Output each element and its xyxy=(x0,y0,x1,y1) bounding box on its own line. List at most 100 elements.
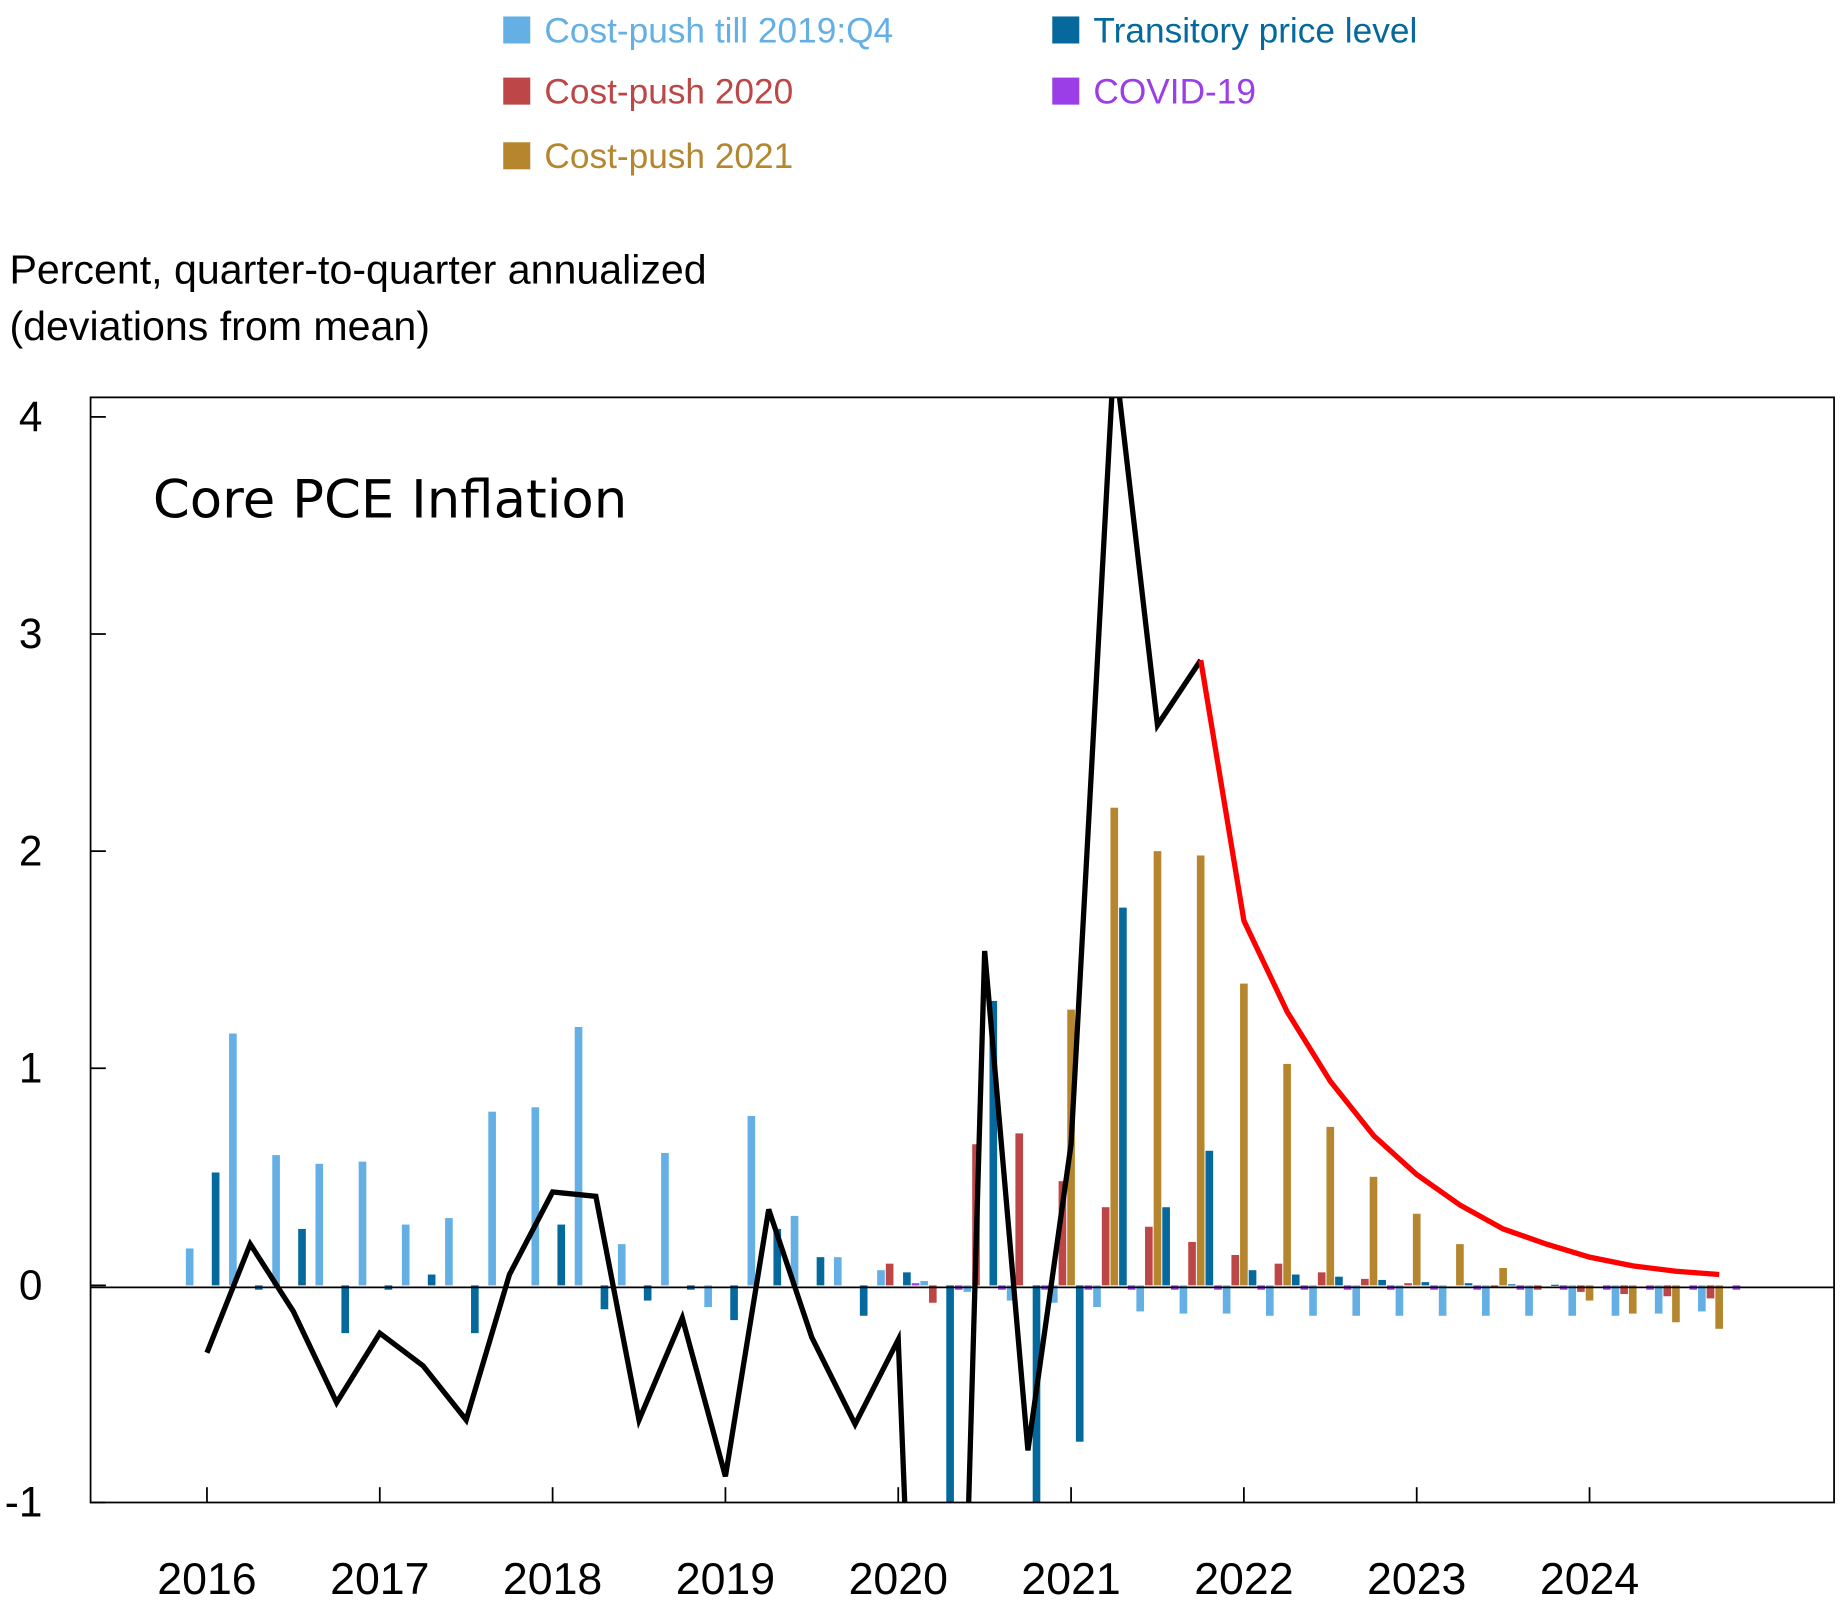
bar-cost-push-till-2019-q4-2018-q2 xyxy=(574,1027,583,1286)
bar-transitory-price-level-2023-q4 xyxy=(1551,1284,1559,1286)
y-tick-label: 4 xyxy=(19,393,43,440)
x-tick-label: 2019 xyxy=(676,1555,775,1604)
bar-cost-push-2020-2023-q1 xyxy=(1404,1283,1412,1286)
bar-cost-push-till-2019-q4-2019-q3 xyxy=(790,1215,799,1286)
legend-item: Transitory price level xyxy=(1052,11,1417,50)
bar-cost-push-2020-2024-q1 xyxy=(1577,1285,1585,1292)
bar-cost-push-till-2019-q4-2019-q4 xyxy=(833,1257,842,1286)
legend-item: Cost-push till 2019:Q4 xyxy=(503,11,893,50)
legend-label: Cost-push 2020 xyxy=(544,72,793,111)
bar-cost-push-till-2019-q4-2024-q4 xyxy=(1698,1285,1706,1312)
bar-cost-push-till-2019-q4-2018-q4 xyxy=(661,1152,669,1286)
bar-cost-push-till-2019-q4-2021-q1 xyxy=(1049,1285,1058,1303)
bar-cost-push-2021-2024-q1 xyxy=(1585,1285,1594,1301)
bar-cost-push-2020-2020-q4 xyxy=(1015,1133,1024,1286)
bar-cost-push-2020-2024-q2 xyxy=(1620,1285,1628,1295)
bar-transitory-price-level-2021-q1 xyxy=(1075,1285,1084,1442)
bar-cost-push-2021-2024-q2 xyxy=(1628,1285,1637,1314)
bar-transitory-price-level-2017-q3 xyxy=(471,1285,479,1334)
bar-cost-push-till-2019-q4-2021-q2 xyxy=(1093,1285,1101,1308)
bar-transitory-price-level-2022-q4 xyxy=(1378,1279,1386,1286)
axes: -1 0 1 2 3 4 2016 2017 2018 2019 2020 2021 2022 2023 2… xyxy=(5,393,1639,1604)
bar-transitory-price-level-2022-q2 xyxy=(1291,1274,1300,1286)
bar-cost-push-till-2019-q4-2018-q1 xyxy=(531,1107,540,1286)
y-tick-label: 2 xyxy=(19,827,43,874)
x-tick-label: 2018 xyxy=(503,1555,602,1604)
y-tick-label: 1 xyxy=(19,1044,43,1091)
bar-cost-push-2021-2021-q4 xyxy=(1196,855,1205,1286)
bar-cost-push-2021-2023-q2 xyxy=(1456,1244,1464,1286)
bar-transitory-price-level-2022-q3 xyxy=(1335,1276,1343,1286)
bar-transitory-price-level-2020-q3 xyxy=(989,1000,998,1286)
bar-cost-push-till-2019-q4-2020-q3 xyxy=(963,1285,972,1292)
bar-cost-push-till-2019-q4-2019-q1 xyxy=(704,1285,712,1308)
bar-cost-push-till-2019-q4-2022-q2 xyxy=(1265,1285,1274,1316)
bar-cost-push-till-2019-q4-2022-q1 xyxy=(1222,1285,1231,1314)
bar-cost-push-till-2019-q4-2019-q2 xyxy=(747,1116,756,1286)
bar-cost-push-till-2019-q4-2022-q4 xyxy=(1352,1285,1361,1316)
bar-cost-push-till-2019-q4-2023-q3 xyxy=(1482,1285,1490,1316)
bar-cost-push-till-2019-q4-2016-q4 xyxy=(315,1163,324,1286)
y-axis-label-line-2: (deviations from mean) xyxy=(9,303,430,349)
bar-transitory-price-level-2021-q4 xyxy=(1205,1150,1214,1286)
bar-cost-push-2020-2022-q4 xyxy=(1361,1278,1369,1286)
legend: Cost-push till 2019:Q4 Cost-push 2020 Cost… xyxy=(503,11,1417,176)
bar-cost-push-till-2019-q4-2016-q2 xyxy=(229,1033,237,1286)
bar-cost-push-till-2019-q4-2016-q1 xyxy=(185,1248,194,1286)
bar-transitory-price-level-2021-q3 xyxy=(1162,1207,1170,1286)
y-tick-label: 0 xyxy=(19,1261,43,1308)
bar-cost-push-till-2019-q4-2020-q2 xyxy=(920,1281,928,1286)
bar-cost-push-2021-2023-q1 xyxy=(1412,1213,1421,1286)
bar-cost-push-2021-2024-q4 xyxy=(1715,1285,1723,1329)
bar-cost-push-2021-2022-q1 xyxy=(1240,983,1248,1286)
bar-transitory-price-level-2023-q3 xyxy=(1507,1284,1516,1286)
x-tick-label: 2016 xyxy=(157,1555,256,1604)
bar-cost-push-till-2019-q4-2017-q1 xyxy=(358,1161,367,1286)
bar-transitory-price-level-2023-q1 xyxy=(1421,1282,1430,1286)
legend-label: COVID-19 xyxy=(1093,72,1256,111)
bar-transitory-price-level-2016-q1 xyxy=(211,1172,220,1286)
bar-transitory-price-level-2017-q2 xyxy=(427,1274,436,1286)
bar-cost-push-2020-2021-q3 xyxy=(1145,1226,1153,1286)
x-tick-label: 2020 xyxy=(849,1555,948,1604)
bar-cost-push-2020-2024-q3 xyxy=(1663,1285,1672,1297)
bar-cost-push-till-2019-q4-2024-q3 xyxy=(1654,1285,1663,1314)
legend-swatch xyxy=(503,77,531,105)
bar-cost-push-2021-2023-q3 xyxy=(1499,1268,1507,1286)
bar-transitory-price-level-2020-q1 xyxy=(903,1272,911,1286)
bar-covid-19-2020-q1 xyxy=(911,1283,920,1286)
bar-transitory-price-level-2020-q2 xyxy=(946,1285,954,1503)
bar-cost-push-till-2019-q4-2024-q1 xyxy=(1568,1285,1577,1316)
bar-cost-push-2020-2020-q2 xyxy=(928,1285,937,1303)
legend-item: Cost-push 2021 xyxy=(503,137,793,176)
y-tick-label: 3 xyxy=(19,610,43,657)
bar-transitory-price-level-2021-q2 xyxy=(1119,907,1127,1286)
legend-swatch xyxy=(503,142,531,170)
bar-transitory-price-level-2019-q3 xyxy=(816,1257,825,1286)
bar-cost-push-2020-2022-q2 xyxy=(1274,1263,1283,1286)
legend-swatch xyxy=(503,16,531,44)
bar-transitory-price-level-2018-q3 xyxy=(643,1285,652,1301)
bar-transitory-price-level-2018-q2 xyxy=(600,1285,609,1310)
bar-cost-push-till-2019-q4-2023-q1 xyxy=(1395,1285,1404,1316)
bar-cost-push-2020-2022-q1 xyxy=(1231,1254,1240,1286)
bar-cost-push-2020-2024-q4 xyxy=(1706,1285,1715,1299)
bar-cost-push-till-2019-q4-2022-q3 xyxy=(1309,1285,1317,1316)
bar-cost-push-2020-2021-q1 xyxy=(1058,1181,1067,1286)
x-tick-label: 2022 xyxy=(1194,1555,1293,1604)
y-tick-label: -1 xyxy=(5,1479,43,1526)
bar-cost-push-till-2019-q4-2023-q2 xyxy=(1438,1285,1447,1316)
bar-transitory-price-level-2016-q3 xyxy=(298,1228,306,1286)
bar-cost-push-till-2019-q4-2017-q2 xyxy=(401,1224,410,1286)
bar-transitory-price-level-2019-q1 xyxy=(730,1285,738,1321)
bar-cost-push-2021-2022-q2 xyxy=(1283,1063,1291,1286)
bar-cost-push-till-2019-q4-2017-q3 xyxy=(445,1218,453,1286)
bar-cost-push-till-2019-q4-2017-q4 xyxy=(488,1111,496,1286)
legend-item: Cost-push 2020 xyxy=(503,72,793,111)
x-tick-label: 2021 xyxy=(1021,1555,1120,1604)
bar-transitory-price-level-2019-q4 xyxy=(859,1285,868,1316)
bar-cost-push-2020-2023-q3 xyxy=(1490,1285,1499,1288)
bar-cost-push-2020-2020-q1 xyxy=(885,1263,894,1286)
chart-title: Core PCE Inflation xyxy=(153,469,627,530)
bar-cost-push-till-2019-q4-2018-q3 xyxy=(617,1244,626,1286)
